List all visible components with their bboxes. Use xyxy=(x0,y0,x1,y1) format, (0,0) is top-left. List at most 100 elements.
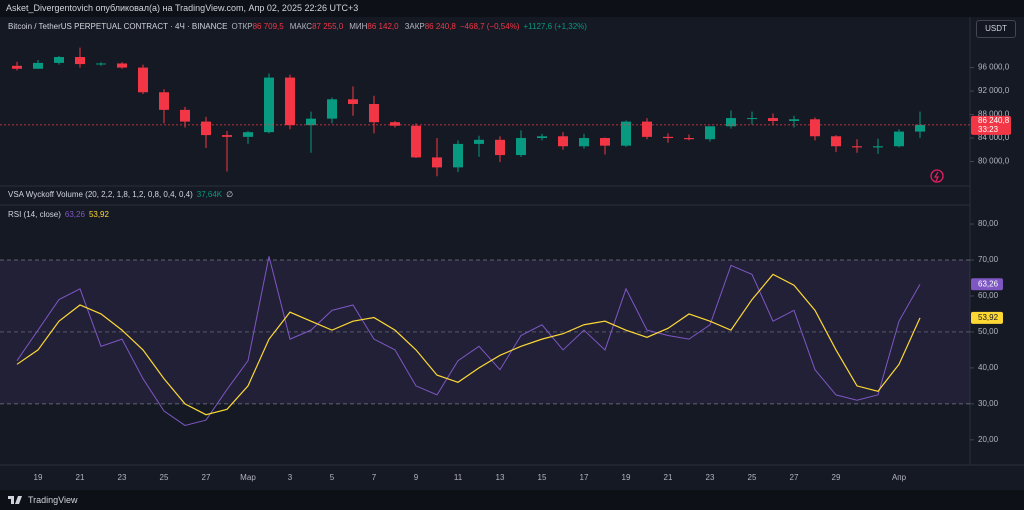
candle-body xyxy=(369,103,379,123)
candle-body xyxy=(117,63,127,68)
x-tick-label: 25 xyxy=(748,473,757,482)
candle-body xyxy=(915,124,925,132)
y-tick-label: 96 000,0 xyxy=(978,63,1010,72)
y-tick-label: 92 000,0 xyxy=(978,86,1010,95)
x-tick-label: 17 xyxy=(580,473,589,482)
ohlc-value: 86 142,0 xyxy=(367,22,399,31)
countdown-label: 33:23 xyxy=(978,125,999,134)
x-tick-label: 7 xyxy=(372,473,377,482)
indicator-name: VSA Wyckoff Volume (20, 2,2, 1,8, 1,2, 0… xyxy=(8,190,193,199)
ohlc-label: ОТКР xyxy=(231,22,253,31)
x-tick-label: 19 xyxy=(622,473,631,482)
rsi-value: 63,26 xyxy=(64,210,85,219)
alert-icon[interactable] xyxy=(930,169,944,183)
ohlc-item: МИН86 142,0 xyxy=(349,22,398,31)
change: −468,7 (−0,54%) xyxy=(459,22,520,31)
last-value-box xyxy=(971,311,1003,324)
rsi-line xyxy=(16,256,921,427)
y-tick-label: 50,00 xyxy=(978,327,999,336)
x-tick-label: 19 xyxy=(34,473,43,482)
candle-body xyxy=(810,119,820,137)
y-tick-label: 40,00 xyxy=(978,363,999,372)
last-price-box xyxy=(971,115,1011,135)
x-tick-label: Апр xyxy=(892,473,907,482)
x-tick-label: 3 xyxy=(288,473,293,482)
x-tick-label: 25 xyxy=(160,473,169,482)
candle-body xyxy=(831,136,841,147)
y-tick-label: 84 000,0 xyxy=(978,133,1010,142)
candle-body xyxy=(138,67,148,93)
x-tick-label: 11 xyxy=(454,473,463,482)
candle-body xyxy=(621,121,631,146)
candle-body xyxy=(432,157,442,168)
candle-body xyxy=(726,118,736,127)
last-value-label: 53,92 xyxy=(978,313,999,322)
candle-body xyxy=(516,138,526,156)
candle-body xyxy=(285,77,295,126)
candle-body xyxy=(222,135,232,137)
candle-body xyxy=(705,126,715,140)
ohlc-item: ЗАКР86 240,8 xyxy=(405,22,456,31)
candle-body xyxy=(642,121,652,137)
rsi-legend: RSI (14, close) 63,26 53,92 xyxy=(8,210,109,219)
rsi-title: RSI (14, close) xyxy=(8,210,61,219)
x-tick-label: 13 xyxy=(496,473,505,482)
x-tick-label: 9 xyxy=(414,473,419,482)
last-value-label: 63,26 xyxy=(978,279,999,288)
x-tick-label: 21 xyxy=(664,473,673,482)
candle-body xyxy=(474,139,484,144)
y-tick-label: 60,00 xyxy=(978,291,999,300)
currency-button[interactable]: USDT xyxy=(976,20,1016,38)
candle-body xyxy=(306,118,316,126)
last-value-box xyxy=(971,278,1003,291)
candle-body xyxy=(159,92,169,110)
x-tick-label: 5 xyxy=(330,473,335,482)
x-tick-label: Мар xyxy=(240,473,256,482)
candle-body xyxy=(75,57,85,65)
alert-icon-bolt xyxy=(933,171,939,182)
candle-body xyxy=(453,143,463,168)
x-tick-label: 27 xyxy=(202,473,211,482)
symbol-title: Bitcoin / TetherUS PERPETUAL CONTRACT · … xyxy=(8,22,228,31)
candle-body xyxy=(180,109,190,122)
ohlc-label: ЗАКР xyxy=(404,22,425,31)
ohlc-item: МАКС87 255,0 xyxy=(290,22,344,31)
candle-body xyxy=(54,57,64,63)
x-tick-label: 23 xyxy=(118,473,127,482)
candle-body xyxy=(663,136,673,139)
y-tick-label: 80 000,0 xyxy=(978,157,1010,166)
candle-body xyxy=(873,146,883,148)
ohlc-label: МИН xyxy=(349,22,368,31)
candle-body xyxy=(558,136,568,147)
change-total: +1127,6 (+1,32%) xyxy=(523,22,587,31)
candle-body xyxy=(747,118,757,120)
x-tick-label: 29 xyxy=(832,473,841,482)
y-tick-label: 20,00 xyxy=(978,435,999,444)
indicator-value: 37,64K xyxy=(196,190,223,199)
ohlc-label: МАКС xyxy=(289,22,313,31)
x-tick-label: 23 xyxy=(706,473,715,482)
candle-body xyxy=(12,65,22,69)
candle-body xyxy=(768,118,778,122)
y-tick-label: 88 000,0 xyxy=(978,110,1010,119)
candle-body xyxy=(96,63,106,65)
brand-name: TradingView xyxy=(28,495,78,505)
candle-body xyxy=(537,136,547,139)
y-tick-label: 80,00 xyxy=(978,219,999,228)
footer: TradingView xyxy=(0,490,1024,510)
rsi-line xyxy=(16,273,921,416)
y-tick-label: 70,00 xyxy=(978,255,999,264)
candle-body xyxy=(579,138,589,147)
candle-body xyxy=(264,77,274,133)
header: Asket_Divergentovich опубликовал(а) на T… xyxy=(0,0,1024,17)
candle-body xyxy=(684,138,694,140)
candle-body xyxy=(789,119,799,122)
y-tick-label: 30,00 xyxy=(978,399,999,408)
candle-body xyxy=(852,146,862,148)
rsi-ma-value: 53,92 xyxy=(88,210,109,219)
candle-body xyxy=(348,99,358,104)
candle-body xyxy=(33,62,43,69)
ohlc-value: 86 709,5 xyxy=(252,22,284,31)
